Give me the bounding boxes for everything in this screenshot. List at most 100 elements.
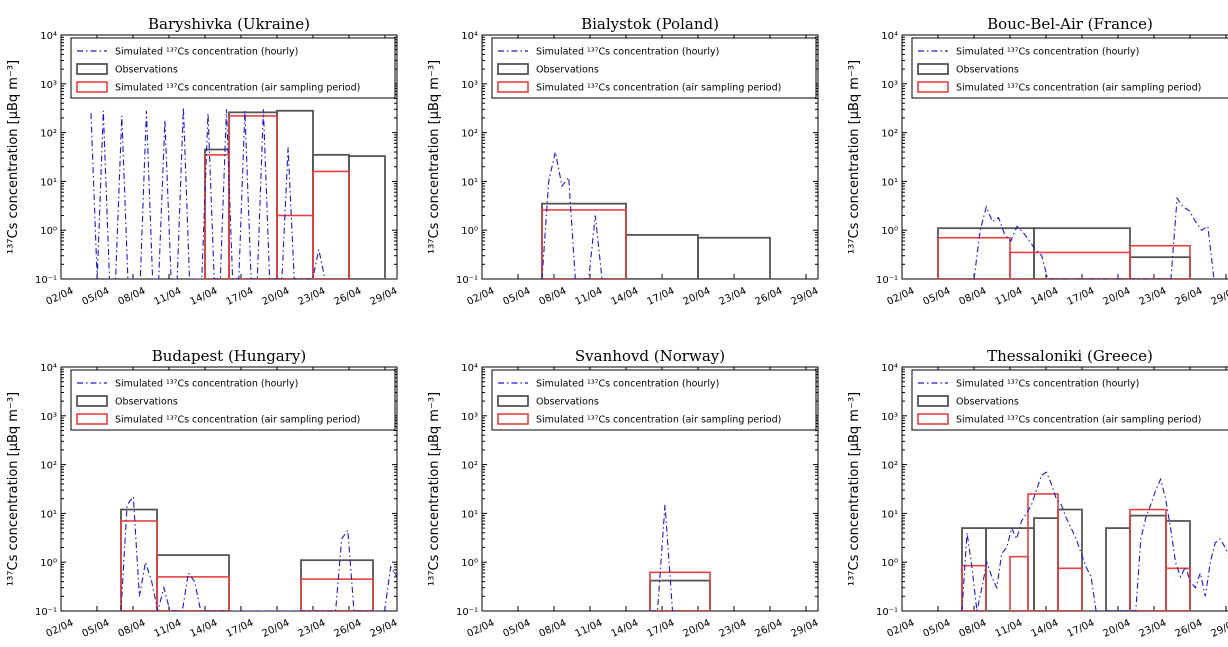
y-tick-label: 10³: [40, 412, 57, 423]
y-tick-label: 10⁰: [461, 226, 478, 237]
x-tick-label: 17/04: [225, 286, 256, 308]
x-tick-label: 05/04: [922, 286, 953, 308]
legend-label-obs: Observations: [956, 397, 1019, 408]
plot-area: [649, 504, 711, 611]
y-tick-label: 10⁻¹: [456, 607, 478, 618]
legend-box: [491, 37, 817, 99]
chart-panel-1: Bialystok (Poland) ¹³⁷Cs concentration [µ…: [427, 15, 820, 308]
x-tick-label: 02/04: [45, 618, 76, 640]
x-tick-label: 14/04: [189, 618, 220, 640]
x-tick-label: 20/04: [682, 286, 713, 308]
simulated-period-bar: [156, 576, 230, 611]
y-tick-label: 10⁻¹: [35, 607, 57, 618]
legend-box: [70, 369, 396, 431]
chart-title: Bouc-Bel-Air (France): [987, 15, 1153, 33]
legend-swatch-period: [917, 81, 949, 93]
chart-title: Bialystok (Poland): [581, 15, 719, 33]
x-tick-label: 26/04: [333, 286, 364, 308]
x-tick-label: 26/04: [1174, 618, 1205, 640]
x-tick-label: 14/04: [1030, 618, 1061, 640]
x-tick-label: 23/04: [1138, 286, 1169, 308]
hourly-series-line: [120, 495, 397, 611]
legend-swatch-observations: [917, 63, 949, 75]
legend: Simulated ¹³⁷Cs concentration (hourly) Ob…: [70, 369, 396, 431]
x-tick-label: 20/04: [682, 618, 713, 640]
legend-swatch-observations: [76, 395, 108, 407]
x-tick-label: 26/04: [1174, 286, 1205, 308]
y-tick-label: 10⁴: [40, 31, 57, 42]
x-tick-label: 11/04: [153, 286, 184, 308]
x-tick-label: 23/04: [297, 618, 328, 640]
legend-label-hourly: Simulated ¹³⁷Cs concentration (hourly): [956, 47, 1139, 58]
legend-label-obs: Observations: [536, 65, 599, 76]
y-tick-label: 10²: [881, 461, 898, 472]
legend-label-hourly: Simulated ¹³⁷Cs concentration (hourly): [956, 379, 1139, 390]
hourly-series-line: [650, 504, 680, 611]
x-tick-label: 29/04: [1210, 286, 1228, 308]
y-tick-label: 10¹: [40, 177, 57, 188]
x-tick-label: 23/04: [718, 286, 749, 308]
chart-title: Thessaloniki (Greece): [987, 347, 1153, 365]
x-tick-label: 23/04: [297, 286, 328, 308]
x-tick-label: 08/04: [538, 286, 569, 308]
x-tick-label: 29/04: [1210, 618, 1228, 640]
y-tick-label: 10²: [461, 129, 478, 140]
x-tick-label: 20/04: [261, 618, 292, 640]
x-tick-label: 26/04: [754, 618, 785, 640]
y-tick-label: 10¹: [881, 177, 898, 188]
x-tick-label: 05/04: [81, 618, 112, 640]
x-tick-label: 17/04: [1066, 286, 1097, 308]
legend: Simulated ¹³⁷Cs concentration (hourly) Ob…: [911, 369, 1228, 431]
x-tick-label: 23/04: [718, 618, 749, 640]
simulated-period-bar: [300, 578, 374, 611]
legend-label-obs: Observations: [536, 397, 599, 408]
simulated-period-bar: [649, 571, 711, 611]
legend-swatch-period: [76, 81, 108, 93]
x-tick-label: 14/04: [189, 286, 220, 308]
y-tick-label: 10²: [40, 461, 57, 472]
x-tick-label: 14/04: [1030, 286, 1061, 308]
legend-swatch-period: [497, 81, 529, 93]
y-tick-label: 10⁰: [40, 558, 57, 569]
y-tick-label: 10⁰: [461, 558, 478, 569]
legend-box: [70, 37, 396, 99]
simulated-period-bar: [961, 564, 987, 611]
y-tick-label: 10²: [461, 461, 478, 472]
legend-label-obs: Observations: [115, 397, 178, 408]
legend-label-obs: Observations: [115, 65, 178, 76]
plot-area: [90, 107, 386, 279]
x-tick-label: 11/04: [574, 286, 605, 308]
chart-panel-5: Thessaloniki (Greece) ¹³⁷Cs concentration…: [847, 347, 1228, 640]
hourly-series-line: [973, 196, 1215, 279]
x-tick-label: 05/04: [502, 618, 533, 640]
legend-label-hourly: Simulated ¹³⁷Cs concentration (hourly): [536, 47, 719, 58]
x-tick-label: 11/04: [153, 618, 184, 640]
hourly-series-line: [541, 151, 603, 279]
x-tick-label: 05/04: [81, 286, 112, 308]
simulated-period-bar: [1027, 493, 1059, 611]
x-tick-label: 29/04: [790, 286, 821, 308]
simulated-period-bar: [1129, 244, 1191, 279]
legend: Simulated ¹³⁷Cs concentration (hourly) Ob…: [491, 37, 817, 99]
chart-title: Baryshivka (Ukraine): [148, 15, 310, 33]
x-tick-label: 02/04: [466, 286, 497, 308]
plot-area: [120, 495, 397, 611]
chart-panel-3: Budapest (Hungary) ¹³⁷Cs concentration [µ…: [6, 347, 399, 640]
legend: Simulated ¹³⁷Cs concentration (hourly) Ob…: [491, 369, 817, 431]
x-tick-label: 08/04: [958, 618, 989, 640]
x-tick-label: 05/04: [922, 618, 953, 640]
legend: Simulated ¹³⁷Cs concentration (hourly) Ob…: [911, 37, 1228, 99]
chart-panel-4: Svanhovd (Norway) ¹³⁷Cs concentration [µB…: [427, 347, 820, 640]
legend-swatch-period: [76, 413, 108, 425]
x-tick-label: 26/04: [333, 618, 364, 640]
y-tick-label: 10¹: [461, 177, 478, 188]
x-tick-label: 02/04: [886, 286, 917, 308]
x-tick-label: 02/04: [45, 286, 76, 308]
legend-label-period: Simulated ¹³⁷Cs concentration (air sampl…: [956, 415, 1201, 426]
y-tick-label: 10⁴: [881, 363, 898, 374]
legend-swatch-observations: [497, 395, 529, 407]
x-tick-label: 08/04: [117, 618, 148, 640]
y-tick-label: 10³: [881, 80, 898, 91]
